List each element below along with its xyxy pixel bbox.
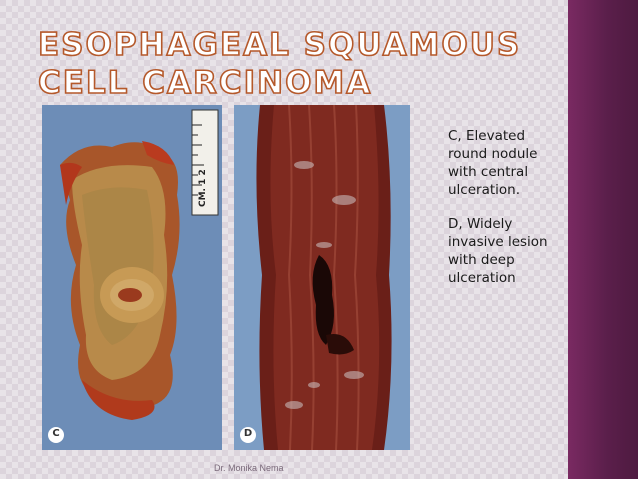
caption-d: D, Widely invasive lesion with deep ulce…: [448, 216, 548, 286]
caption-c: C, Elevated round nodule with central ul…: [448, 128, 538, 198]
specimen-photo-c: C CM. 1 2: [42, 105, 222, 450]
decorative-sidebar: [568, 0, 638, 479]
specimen-photo-d: D: [234, 105, 410, 450]
footer-author: Dr. Monika Nema: [214, 463, 284, 473]
caption-block: C, Elevated round nodule with central ul…: [448, 127, 566, 303]
slide-title: Esophageal Squamous Cell Carcinoma: [37, 26, 522, 102]
panel-c-label: C: [52, 428, 60, 439]
ruler-label: CM. 1 2: [198, 169, 208, 207]
panel-d-label: D: [243, 428, 253, 439]
